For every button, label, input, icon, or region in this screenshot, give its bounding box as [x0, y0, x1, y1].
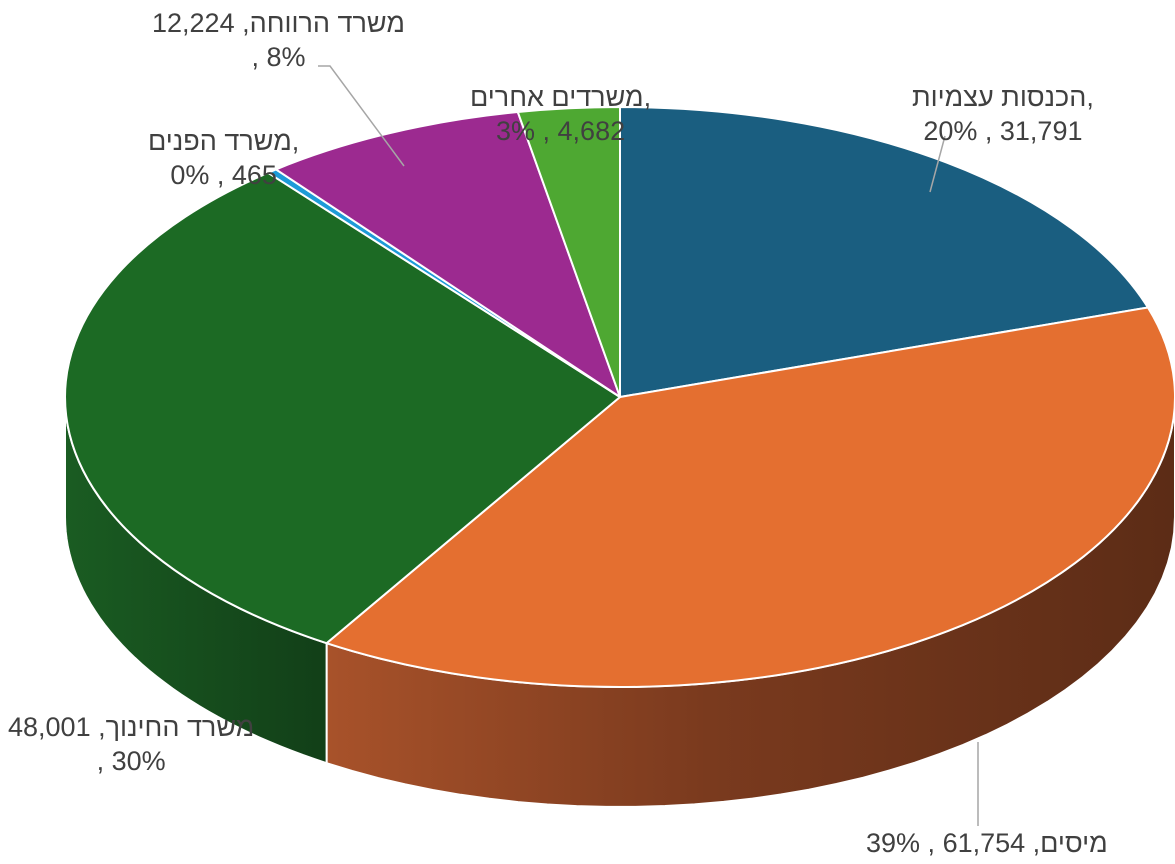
data-label-other-ministries: משרדים אחרים, 3% , 4,682	[470, 82, 652, 146]
data-label-own-revenue: הכנסות עצמיות, 20% , 31,791	[912, 82, 1094, 146]
data-label-interior-ministry: משרד הפנים, 0% , 465	[148, 126, 300, 190]
data-label-education-ministry: משרד החינוך, 48,001 , 30%	[8, 712, 255, 776]
slice-own-revenue	[619, 106, 1149, 398]
leader-welfare-ministry	[318, 65, 405, 167]
slice-education-ministry	[64, 171, 621, 645]
data-label-welfare-ministry: משרד הרווחה, 12,224 , 8%	[152, 8, 405, 72]
slice-taxes	[325, 306, 1175, 689]
leader-lines	[318, 65, 979, 826]
leader-own-revenue	[929, 135, 946, 193]
data-label-taxes: מיסים, 61,754 , 39%	[866, 828, 1108, 858]
slice-welfare-ministry	[275, 111, 621, 398]
pie-tops	[64, 106, 1175, 689]
slice-other-ministries	[516, 106, 621, 398]
